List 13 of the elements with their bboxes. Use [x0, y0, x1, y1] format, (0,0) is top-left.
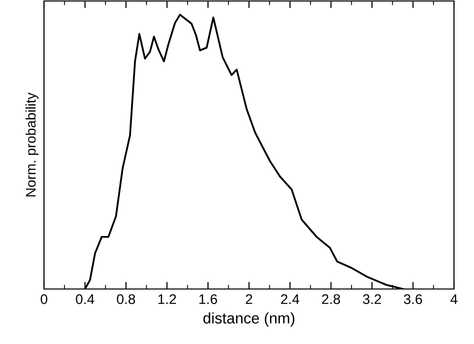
x-tick-label: 1.6: [199, 294, 218, 304]
x-tick-label: 2: [246, 294, 252, 304]
x-tick-label: 3.6: [404, 294, 422, 304]
x-tick-label: 2.8: [322, 294, 340, 304]
x-tick-label: 4: [450, 294, 458, 304]
x-tick-label: 0.4: [76, 294, 94, 304]
x-tick-label: 2.4: [281, 294, 300, 304]
x-tick-label: 0: [40, 294, 48, 304]
x-axis-title: distance (nm): [203, 312, 294, 327]
x-tick-label: 1.2: [158, 294, 176, 304]
y-axis-title: Norm. probability: [25, 92, 38, 196]
x-tick-label: 3.2: [362, 294, 381, 304]
x-tick-label: 0.8: [116, 294, 136, 304]
